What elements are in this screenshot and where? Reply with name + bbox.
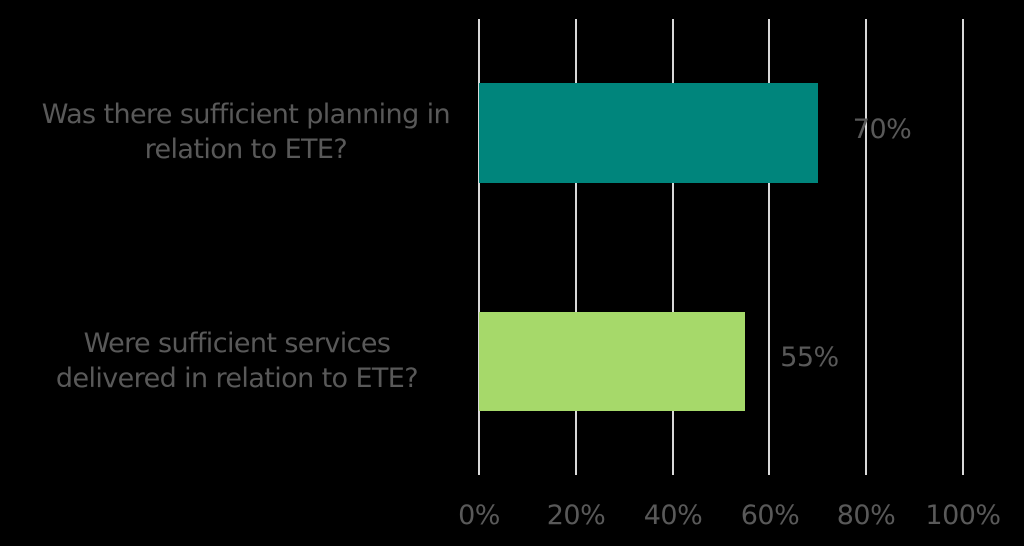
category-label-line: Were sufficient services — [83, 328, 391, 359]
category-label-line: relation to ETE? — [144, 134, 348, 165]
gridline-0 — [478, 19, 480, 475]
value-label-services: 55% — [780, 342, 839, 373]
category-label-services: Were sufficient services delivered in re… — [55, 326, 419, 396]
gridline-100 — [962, 19, 964, 475]
value-label-planning: 70% — [852, 114, 912, 145]
x-tick: 60% — [740, 500, 800, 531]
x-tick: 20% — [546, 500, 606, 531]
x-tick: 0% — [458, 500, 500, 531]
x-tick: 100% — [925, 500, 1001, 531]
category-label-line: Was there sufficient planning in — [41, 99, 451, 130]
gridline-40 — [671, 19, 674, 475]
bar-planning — [479, 83, 818, 183]
category-label-planning: Was there sufficient planning in relatio… — [41, 97, 451, 167]
gridline-20 — [574, 19, 577, 475]
plot-area: 70% 55% — [478, 19, 964, 475]
x-tick: 80% — [836, 500, 896, 531]
gridline-80 — [865, 19, 868, 475]
gridline-60 — [768, 19, 771, 475]
bar-services — [479, 312, 746, 411]
x-tick: 40% — [643, 500, 703, 531]
category-label-line: delivered in relation to ETE? — [55, 363, 419, 394]
